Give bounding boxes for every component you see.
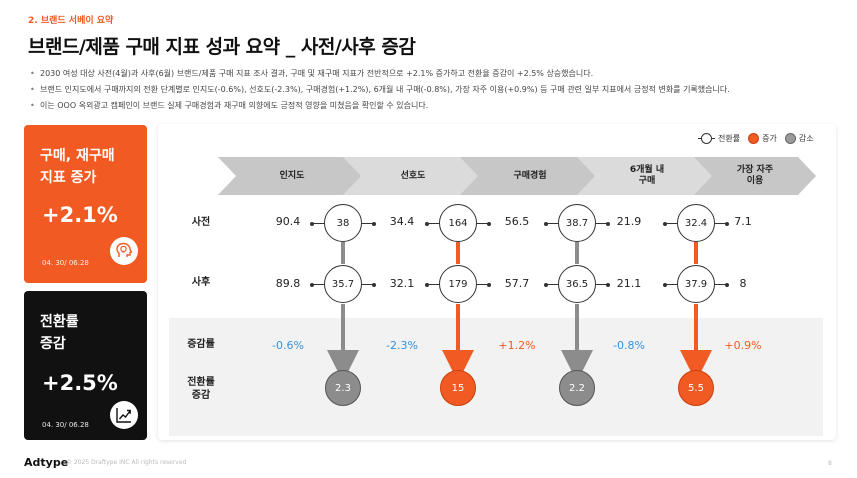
after-value-6month: 21.1 <box>616 277 642 290</box>
legend-decrease: 감소 <box>784 133 814 144</box>
stage-awareness: 인지도 <box>218 157 366 195</box>
conversion-before-3: 38.7 <box>558 204 596 242</box>
row-label-before: 사전 <box>191 217 211 228</box>
conversion-before-4: 32.4 <box>677 204 715 242</box>
change-rate-preference: -2.3% <box>386 339 418 352</box>
row-label-change: 증감률 <box>187 339 215 350</box>
change-rate-frequent: +0.9% <box>724 339 762 352</box>
conversion-after-3: 36.5 <box>558 265 596 303</box>
conversion-before-1: 38 <box>324 204 362 242</box>
stage-preference: 선호도 <box>343 157 483 195</box>
card-title: 전환률 증감 <box>40 314 79 352</box>
summary-bullets: 2030 여성 대상 사전(4월)과 사후(6월) 브랜드/제품 구매 지표 조… <box>28 66 848 114</box>
before-value-preference: 34.4 <box>389 215 415 228</box>
legend: 전환률 증가 감소 <box>690 133 814 144</box>
change-rate-purchase: +1.2% <box>498 339 536 352</box>
before-value-awareness: 90.4 <box>275 215 301 228</box>
card-value: +2.1% <box>42 203 118 227</box>
conversion-after-2: 179 <box>439 265 477 303</box>
after-value-preference: 32.1 <box>389 277 415 290</box>
stage-most-frequent: 가장 자주 이용 <box>694 157 816 195</box>
decrease-dot-icon <box>784 133 796 144</box>
before-value-6month: 21.9 <box>616 215 642 228</box>
legend-label: 증가 <box>762 134 777 143</box>
purchase-increase-card: 구매, 재구매 지표 증가 +2.1% 04. 30/ 06.28 <box>24 125 147 283</box>
after-value-awareness: 89.8 <box>275 277 301 290</box>
page-title: 브랜드/제품 구매 지표 성과 요약 _ 사전/사후 증감 <box>28 36 416 58</box>
conversion-delta-1: 2.3 <box>325 370 361 406</box>
change-rate-awareness: -0.6% <box>272 339 304 352</box>
growth-chart-icon <box>110 401 138 429</box>
conversion-delta-2: 15 <box>440 370 476 406</box>
stage-purchase-experience: 구매경험 <box>460 157 600 195</box>
conversion-change-card: 전환률 증감 +2.5% 04. 30/ 06.28 <box>24 291 147 440</box>
conversion-delta-4: 5.5 <box>678 370 714 406</box>
bullet-item: 브랜드 인지도에서 구매까지의 전환 단계별로 인지도(-0.6%), 선호도(… <box>28 82 848 98</box>
card-title: 구매, 재구매 지표 증가 <box>40 148 115 186</box>
conversion-marker-icon <box>698 133 715 144</box>
legend-label: 감소 <box>798 134 814 143</box>
head-lightbulb-icon <box>110 237 138 265</box>
conversion-before-2: 164 <box>439 204 477 242</box>
before-value-frequent: 7.1 <box>734 215 752 228</box>
footer-copyright: © 2025 Draftype INC All rights reserved <box>66 459 187 466</box>
legend-increase: 증가 <box>748 133 777 144</box>
row-label-after: 사후 <box>191 277 211 288</box>
footer-logo: Adtype <box>24 456 69 469</box>
before-value-purchase: 56.5 <box>504 215 530 228</box>
section-label: 2. 브랜드 서베이 요약 <box>28 16 114 26</box>
conversion-after-1: 35.7 <box>324 265 362 303</box>
conversion-after-4: 37.9 <box>677 265 715 303</box>
legend-conversion: 전환률 <box>698 133 740 144</box>
change-rate-6month: -0.8% <box>613 339 645 352</box>
bullet-item: 2030 여성 대상 사전(4월)과 사후(6월) 브랜드/제품 구매 지표 조… <box>28 66 848 82</box>
conversion-delta-3: 2.2 <box>559 370 595 406</box>
row-label-conversion-change: 전환률 증감 <box>187 377 215 401</box>
bullet-item: 이는 OOO 옥외광고 캠페인이 브랜드 실제 구매경험과 재구매 의향에도 긍… <box>28 98 848 114</box>
legend-label: 전환률 <box>718 134 741 143</box>
after-value-frequent: 8 <box>739 277 747 290</box>
card-date: 04. 30/ 06.28 <box>42 259 89 267</box>
increase-dot-icon <box>748 133 760 144</box>
page-number: 8 <box>828 460 832 467</box>
stage-6month-purchase: 6개월 내 구매 <box>577 157 717 195</box>
after-value-purchase: 57.7 <box>504 277 530 290</box>
change-band <box>169 318 823 436</box>
card-date: 04. 30/ 06.28 <box>42 421 89 429</box>
card-value: +2.5% <box>42 371 118 395</box>
